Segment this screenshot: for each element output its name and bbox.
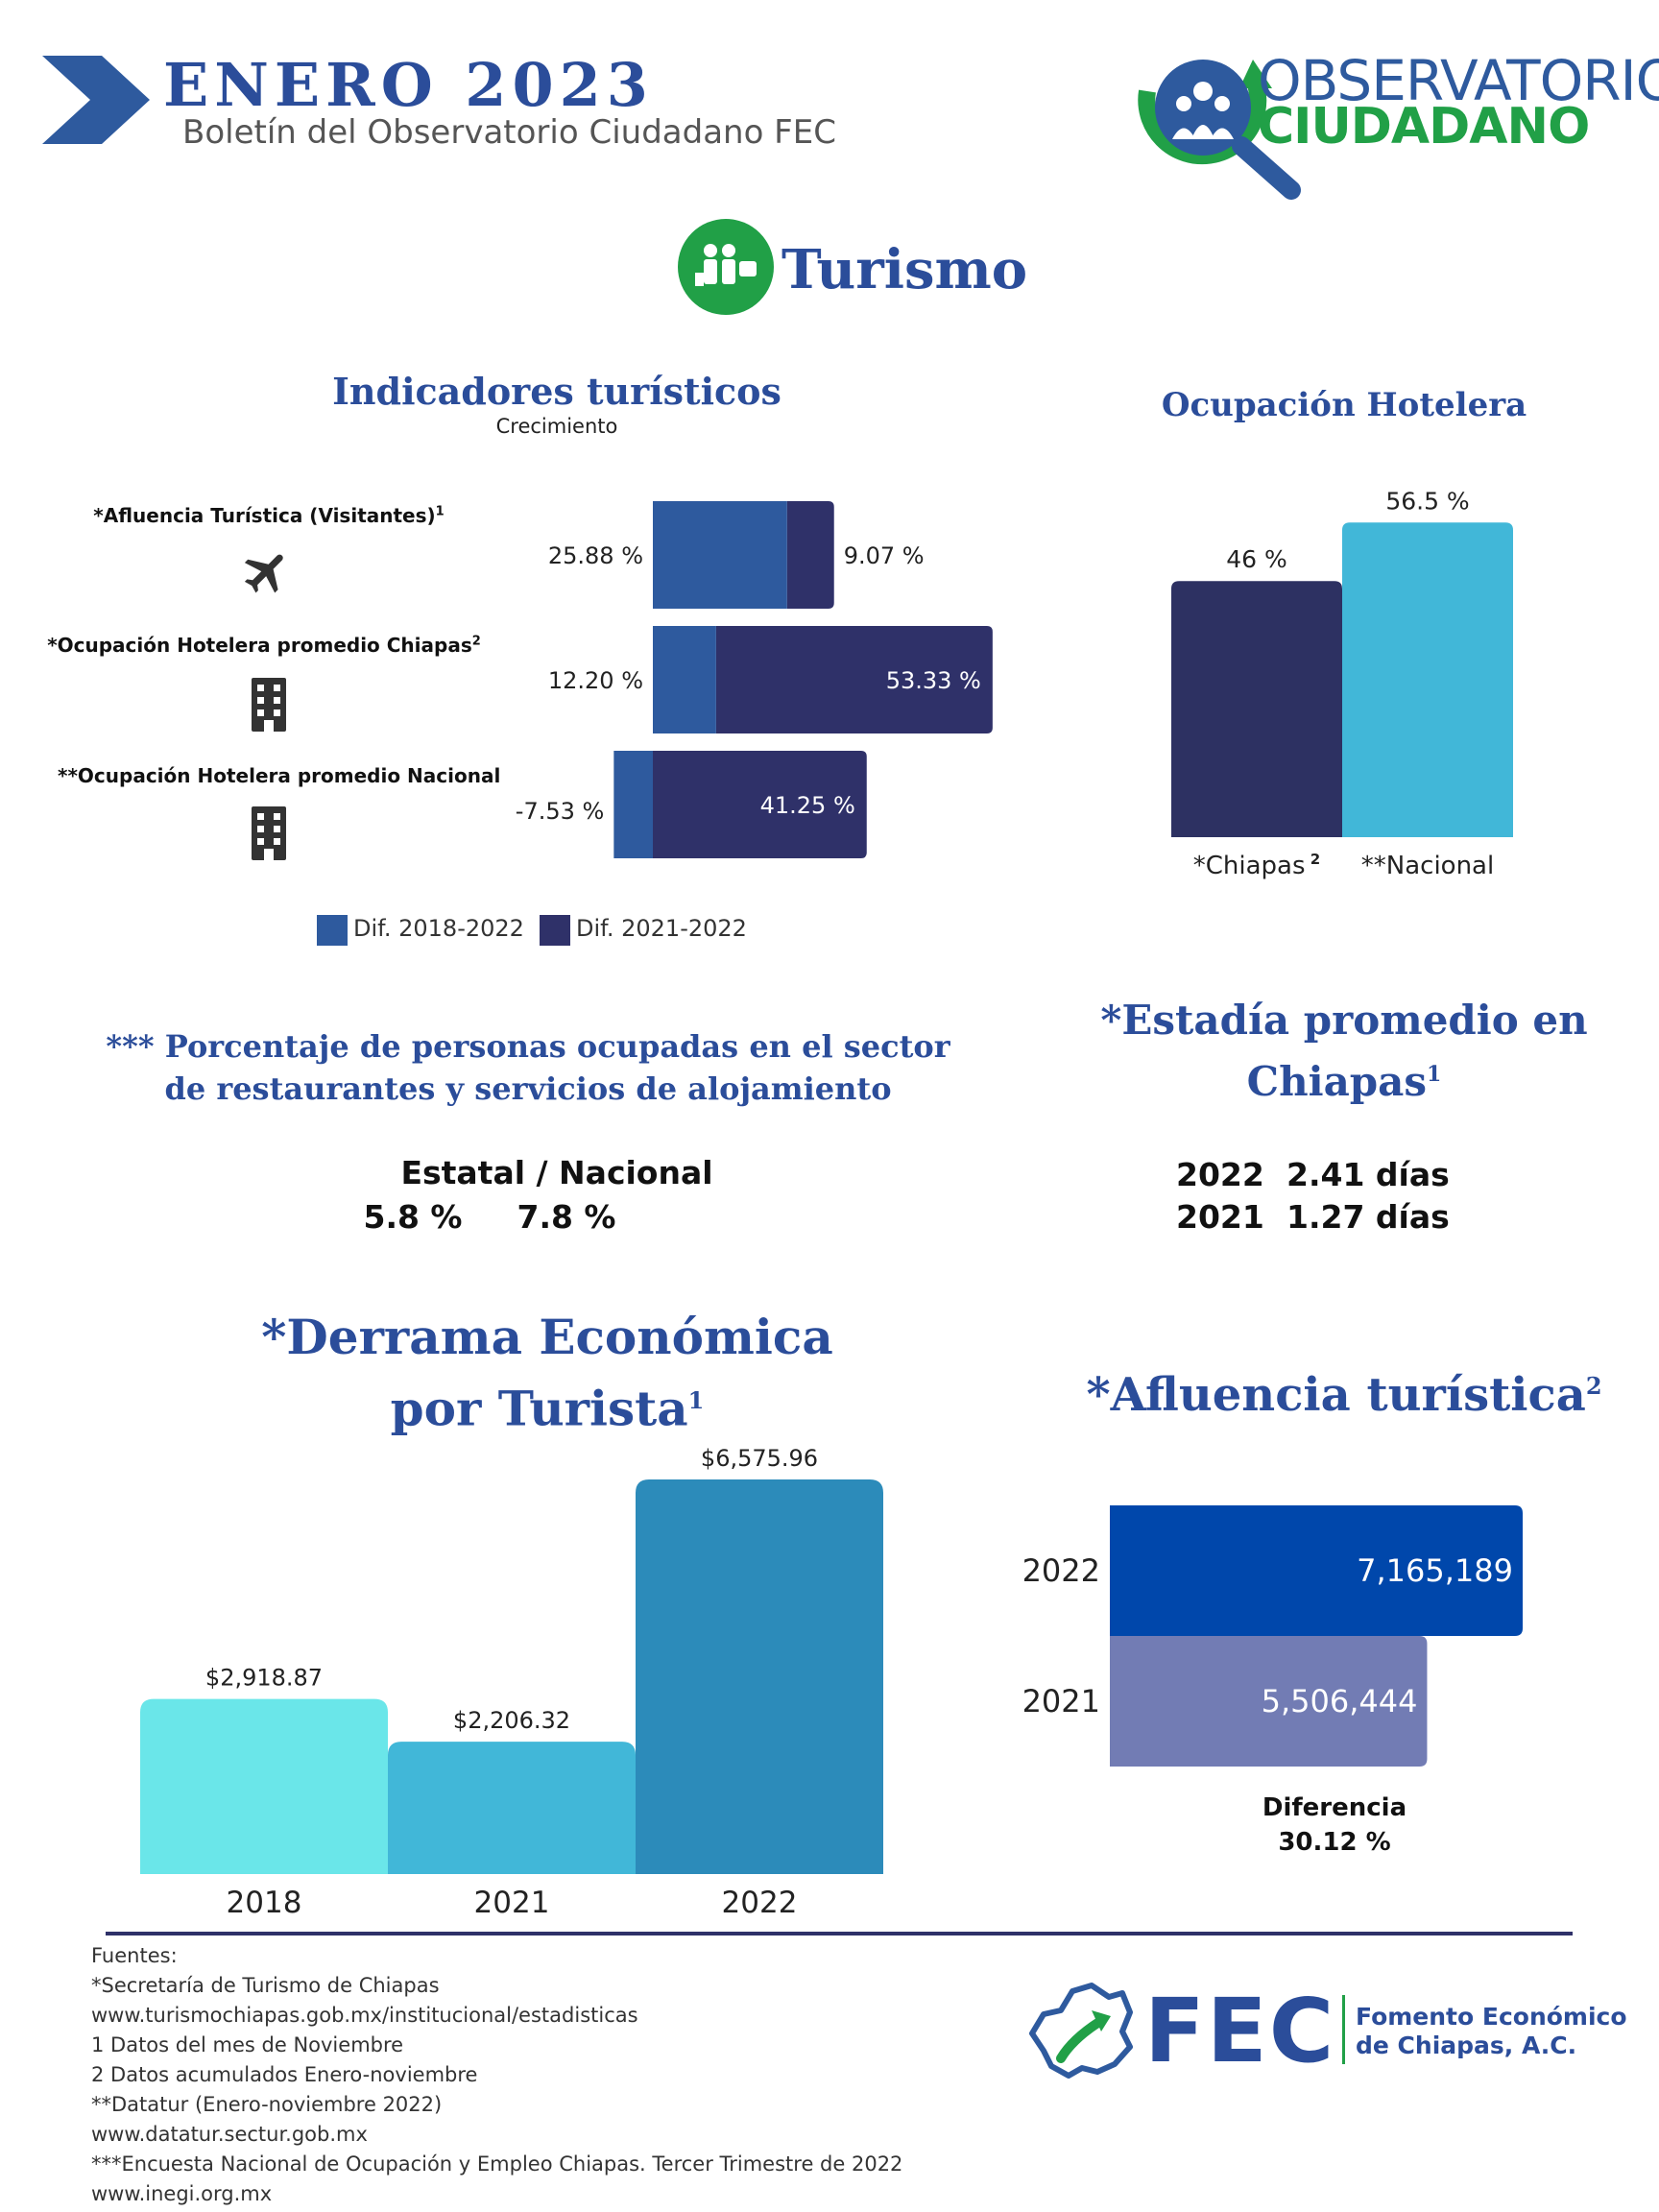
- personas-estatal: 5.8 %: [363, 1198, 463, 1236]
- estadia-year: 2021: [1176, 1198, 1264, 1236]
- category-label: *Chiapas 2: [1193, 851, 1320, 880]
- source-line: Fuentes:: [91, 1944, 178, 1967]
- bar-2021-2022: [715, 626, 993, 733]
- indicadores-chart: 25.88 % 9.07 % 12.20 % 53.33 % -7.53 % 41.25 …: [516, 501, 993, 858]
- bar-label: 56.5 %: [1385, 487, 1469, 515]
- legend-label: Dif. 2018-2022: [353, 915, 524, 942]
- derrama-chart: $2,918.87 2018 $2,206.32 2021 $6,575.96 2022: [140, 1445, 883, 1920]
- fec-logo-divider: [1342, 1995, 1345, 2064]
- bar-ocupacion: [1342, 522, 1513, 837]
- legend-label: Dif. 2021-2022: [576, 915, 747, 942]
- category-label: 2018: [227, 1886, 302, 1920]
- legend-swatch-2018-2022: [317, 915, 348, 946]
- bar-label-2018-2022: -7.53 %: [516, 798, 605, 825]
- derrama-title-line1: *Derrama Económica: [261, 1309, 833, 1365]
- category-label: **Nacional: [1361, 852, 1494, 880]
- fec-logo-text: FEC: [1144, 1980, 1336, 2082]
- chiapas-map-icon: [1029, 1983, 1133, 2079]
- personas-header: Estatal / Nacional: [400, 1154, 713, 1191]
- estadia-value: 1.27 días: [1286, 1198, 1450, 1236]
- bar-label: 46 %: [1226, 545, 1287, 573]
- personas-title-line2: de restaurantes y servicios de alojamien…: [164, 1070, 892, 1107]
- source-link[interactable]: www.inegi.org.mx: [91, 2182, 273, 2205]
- fec-logo-line2: de Chiapas, A.C.: [1356, 2032, 1577, 2059]
- fec-logo-line1: Fomento Económico: [1356, 2003, 1627, 2031]
- indicator-row-label: *Ocupación Hotelera promedio Chiapas2: [47, 634, 481, 657]
- source-line: **Datatur (Enero-noviembre 2022): [91, 2093, 443, 2116]
- derrama-title-line2: por Turista1: [390, 1380, 705, 1437]
- section-title: Turismo: [781, 238, 1028, 301]
- category-label: 2022: [722, 1886, 798, 1920]
- afluencia-diff-value: 30.12 %: [1278, 1828, 1391, 1857]
- estadia-row: 2022 2.41 días: [1176, 1156, 1450, 1193]
- bar-derrama: [636, 1479, 883, 1874]
- estadia-title-line1: *Estadía promedio en: [1100, 997, 1588, 1044]
- building-icon: [252, 806, 286, 860]
- bar-ocupacion: [1171, 581, 1342, 837]
- bar-afluencia: [1110, 1505, 1523, 1636]
- ocupacion-chart: 46 % *Chiapas 2 56.5 % **Nacional: [1171, 487, 1513, 880]
- estadia-value: 2.41 días: [1286, 1156, 1450, 1193]
- observatorio-logo-line2: CIUDADANO: [1258, 98, 1590, 156]
- bar-derrama: [388, 1742, 636, 1874]
- indicator-row-label: *Afluencia Turística (Visitantes)1: [93, 504, 445, 527]
- source-line: 1 Datos del mes de Noviembre: [91, 2033, 404, 2056]
- footer-divider: [106, 1932, 1573, 1936]
- estadia-row: 2021 1.27 días: [1176, 1198, 1450, 1236]
- legend-swatch-2021-2022: [540, 915, 570, 946]
- estadia-year: 2022: [1176, 1156, 1264, 1193]
- bar-2018-2022: [653, 626, 716, 733]
- bar-label-2018-2022: 25.88 %: [548, 542, 643, 569]
- indicator-row-label: **Ocupación Hotelera promedio Nacional: [58, 764, 501, 787]
- header-month-year: ENERO 2023: [163, 50, 654, 120]
- bar-afluencia: [1110, 1636, 1428, 1767]
- bar-derrama: [140, 1698, 388, 1874]
- afluencia-chart: 7,165,189 2022 5,506,444 2021: [1022, 1505, 1523, 1767]
- source-link[interactable]: www.turismochiapas.gob.mx/institucional/…: [91, 2004, 638, 2027]
- category-label: 2021: [1022, 1683, 1100, 1719]
- observatorio-logo-icon: [1138, 60, 1301, 200]
- personas-nacional: 7.8 %: [517, 1198, 616, 1236]
- bar-label: $2,206.32: [453, 1707, 570, 1734]
- personas-title: *** Porcentaje de personas ocupadas en e…: [58, 1025, 998, 1110]
- estadia-title-line2: Chiapas1: [1246, 1058, 1442, 1105]
- header-chevron-icon: [42, 56, 150, 144]
- bar-label: 7,165,189: [1357, 1552, 1513, 1589]
- indicadores-title: Indicadores turísticos: [332, 370, 781, 413]
- ocupacion-title: Ocupación Hotelera: [1161, 386, 1527, 424]
- bar-label-2021-2022: 53.33 %: [886, 667, 981, 694]
- category-label: 2022: [1022, 1552, 1100, 1589]
- bar-label-2021-2022: 41.25 %: [760, 792, 855, 819]
- airplane-icon: [244, 554, 283, 593]
- estadia-title: *Estadía promedio en Chiapas1: [1056, 994, 1632, 1109]
- personas-title-line1: *** Porcentaje de personas ocupadas en e…: [106, 1028, 950, 1065]
- bar-2021-2022: [786, 501, 834, 609]
- source-line: ***Encuesta Nacional de Ocupación y Empl…: [91, 2152, 903, 2176]
- bar-2018-2022: [613, 751, 653, 858]
- source-line: *Secretaría de Turismo de Chiapas: [91, 1974, 440, 1997]
- bar-label: $6,575.96: [701, 1445, 818, 1472]
- source-line: 2 Datos acumulados Enero-noviembre: [91, 2063, 478, 2086]
- afluencia-diff-label: Diferencia: [1262, 1793, 1407, 1822]
- source-link[interactable]: www.datatur.sectur.gob.mx: [91, 2123, 368, 2146]
- indicadores-subtitle: Crecimiento: [495, 415, 618, 438]
- bar-label: $2,918.87: [205, 1665, 323, 1692]
- afluencia-title: *Afluencia turística2: [1086, 1368, 1602, 1422]
- building-icon: [252, 678, 286, 732]
- bar-label-2021-2022: 9.07 %: [844, 542, 925, 569]
- tourism-icon: [678, 219, 774, 315]
- bar-label: 5,506,444: [1262, 1683, 1418, 1719]
- bar-label-2018-2022: 12.20 %: [548, 667, 643, 694]
- bar-2021-2022: [653, 751, 867, 858]
- category-label: 2021: [474, 1886, 550, 1920]
- header-subtitle: Boletín del Observatorio Ciudadano FEC: [182, 113, 836, 152]
- sources-block: Fuentes: *Secretaría de Turismo de Chiap…: [91, 1941, 902, 2209]
- derrama-title: *Derrama Económica por Turista1: [192, 1306, 902, 1441]
- observatorio-logo-line1: OBSERVATORIO: [1258, 48, 1659, 113]
- bar-2018-2022: [653, 501, 787, 609]
